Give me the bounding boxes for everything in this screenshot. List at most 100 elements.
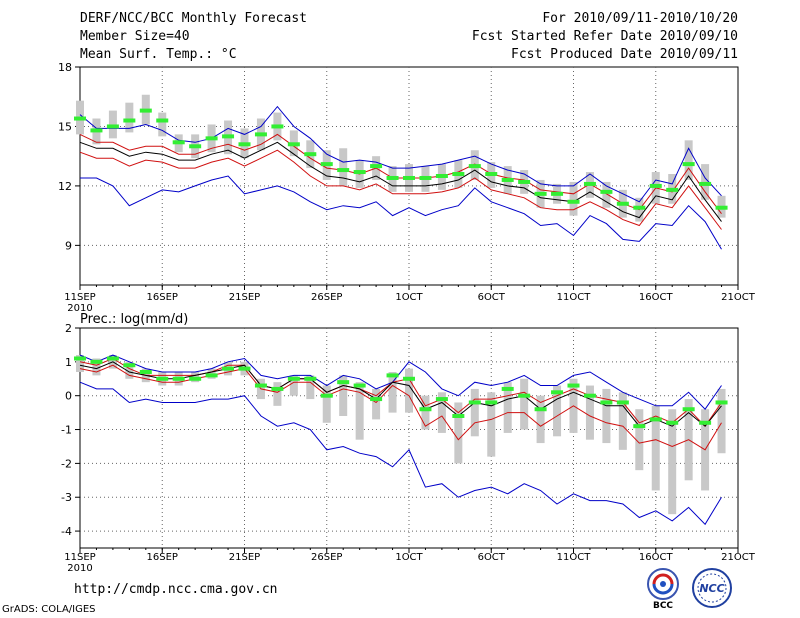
y-tick-label: -3 <box>61 491 72 504</box>
spread-bar <box>405 368 413 413</box>
spread-bar <box>92 358 101 376</box>
spread-bar <box>158 112 167 137</box>
observed-marker <box>485 400 498 405</box>
observed-marker <box>304 152 317 157</box>
observed-marker <box>320 162 333 167</box>
observed-marker <box>254 132 267 137</box>
observed-marker <box>172 140 185 145</box>
observed-marker <box>600 189 613 194</box>
spread-bar <box>602 181 611 208</box>
panel-title: Prec.: log(mm/d) <box>80 312 188 327</box>
x-tick-label: 1OCT <box>395 552 423 563</box>
spread-bar <box>273 382 282 406</box>
observed-marker <box>649 417 662 422</box>
observed-marker <box>222 366 235 371</box>
observed-marker <box>90 359 103 364</box>
y-tick-label: 9 <box>65 239 72 252</box>
x-tick-label: 1OCT <box>395 292 423 303</box>
source-url[interactable]: http://cmdp.ncc.cma.gov.cn <box>74 582 278 597</box>
x-tick-label: 6OCT <box>478 292 506 303</box>
spread-bar <box>487 392 496 457</box>
observed-marker <box>337 168 350 173</box>
observed-marker <box>254 383 267 388</box>
y-tick-label: -2 <box>61 457 72 470</box>
x-tick-label: 26SEP <box>311 292 342 303</box>
observed-marker <box>156 376 169 381</box>
spread-bar <box>470 388 479 437</box>
observed-marker <box>468 400 481 405</box>
x-tick-label: 21OCT <box>721 292 756 303</box>
observed-marker <box>583 393 596 398</box>
spread-bar <box>306 375 315 400</box>
observed-marker <box>435 174 448 178</box>
spread-bar <box>339 375 348 416</box>
observed-marker <box>452 414 465 418</box>
x-tick-year-label: 2010 <box>67 563 92 574</box>
observed-marker <box>699 420 712 425</box>
observed-marker <box>616 400 629 405</box>
spread-bar <box>339 148 348 186</box>
observed-marker <box>501 177 514 182</box>
x-tick-label: 21SEP <box>229 552 260 563</box>
spread-bar <box>372 388 381 420</box>
spread-bar <box>602 388 611 444</box>
bcc-logo: BCC <box>647 568 679 610</box>
variable-label: Mean Surf. Temp.: °C <box>80 47 237 62</box>
observed-marker <box>139 108 152 113</box>
observed-marker <box>403 175 415 180</box>
observed-marker <box>139 370 152 374</box>
spread-bar <box>684 140 693 180</box>
observed-marker <box>90 128 103 133</box>
observed-marker <box>271 386 284 391</box>
observed-marker <box>370 164 383 169</box>
refer-date: Fcst Started Refer Date 2010/09/10 <box>471 29 738 44</box>
observed-marker <box>583 181 596 186</box>
observed-marker <box>123 363 136 368</box>
observed-marker <box>353 383 366 388</box>
spread-bar <box>125 102 134 133</box>
y-tick-label: 18 <box>58 61 72 74</box>
observed-marker <box>353 170 366 175</box>
observed-marker <box>238 366 251 371</box>
observed-marker <box>189 144 202 149</box>
observed-marker <box>435 397 448 402</box>
ncc-logo-text: NCC <box>699 582 724 595</box>
observed-marker <box>287 376 300 381</box>
y-tick-label: -1 <box>61 424 72 437</box>
observed-marker <box>600 400 613 405</box>
observed-marker <box>518 393 531 398</box>
x-tick-label: 11OCT <box>557 292 592 303</box>
series-upper-bound <box>79 357 722 427</box>
observed-marker <box>715 205 728 210</box>
observed-marker <box>666 187 679 192</box>
series-member-max <box>79 105 722 203</box>
observed-marker <box>633 424 646 429</box>
observed-marker <box>386 373 399 378</box>
series-ensemble-mean <box>79 141 722 222</box>
series-member-min <box>79 381 722 526</box>
observed-marker <box>271 124 284 129</box>
observed-marker <box>501 386 514 391</box>
y-tick-label: -4 <box>61 525 72 538</box>
spread-bar <box>125 361 134 379</box>
chart-title: DERF/NCC/BCC Monthly Forecast <box>80 11 307 26</box>
observed-marker <box>567 383 580 388</box>
observed-marker <box>534 191 547 196</box>
x-tick-label: 16SEP <box>147 552 178 563</box>
observed-marker <box>370 397 383 402</box>
observed-marker <box>337 380 350 385</box>
x-tick-label: 16OCT <box>639 292 674 303</box>
x-tick-label: 6OCT <box>478 552 506 563</box>
observed-marker <box>468 164 481 169</box>
observed-marker <box>304 376 317 381</box>
observed-marker <box>172 376 185 381</box>
observed-marker <box>551 390 564 395</box>
series-ensemble-mean <box>79 361 722 427</box>
spread-bar <box>520 378 529 430</box>
observed-marker <box>682 407 695 412</box>
observed-marker <box>123 118 136 123</box>
spread-bar <box>717 388 726 454</box>
